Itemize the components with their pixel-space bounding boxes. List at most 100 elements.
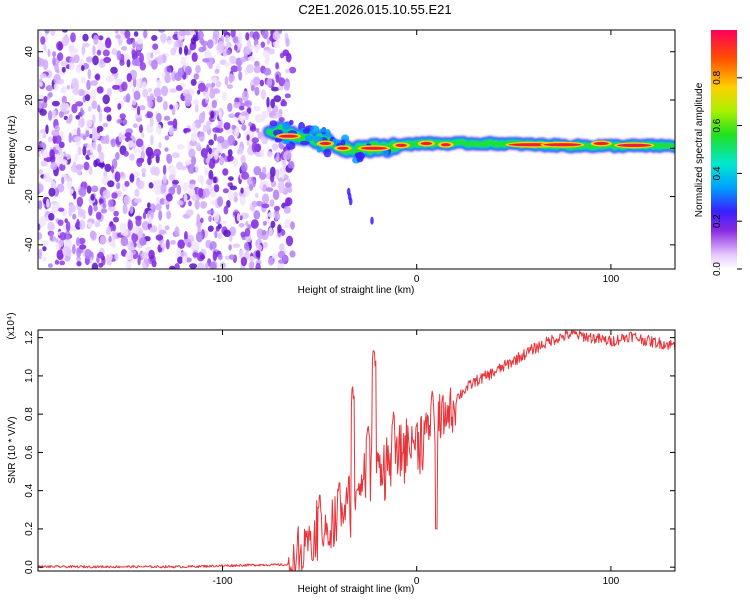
noise-speckle [133, 31, 139, 37]
noise-speckle [190, 78, 197, 86]
noise-speckle [40, 36, 46, 45]
noise-speckle [38, 200, 43, 210]
noise-speckle [150, 166, 157, 176]
noise-speckle [147, 99, 153, 108]
noise-speckle [188, 148, 196, 159]
noise-speckle [100, 208, 108, 214]
noise-speckle [159, 198, 166, 205]
noise-speckle [136, 158, 143, 167]
noise-speckle [41, 150, 49, 159]
noise-speckle [118, 132, 123, 143]
noise-speckle [275, 74, 280, 83]
noise-speckle [150, 134, 154, 146]
noise-speckle [176, 200, 184, 206]
noise-speckle [263, 241, 268, 249]
noise-speckle [253, 65, 261, 74]
noise-speckle [162, 164, 167, 175]
noise-speckle [97, 162, 106, 168]
noise-speckle [205, 157, 210, 164]
noise-speckle [240, 57, 247, 63]
snr-x-label: Height of straight line (km) [298, 584, 415, 595]
noise-speckle [124, 30, 131, 39]
noise-speckle [223, 122, 231, 130]
noise-speckle [56, 249, 64, 261]
noise-speckle [52, 56, 56, 66]
spectrogram-frame [37, 29, 676, 270]
noise-speckle [153, 49, 160, 55]
noise-speckle [177, 67, 185, 77]
noise-speckle [256, 244, 263, 252]
colorbar-tick-label: 0.4 [712, 166, 723, 180]
noise-speckle [289, 250, 296, 258]
noise-speckle [211, 76, 218, 83]
noise-speckle [260, 41, 266, 48]
noise-speckle [85, 130, 90, 138]
noise-speckle [202, 58, 210, 63]
noise-speckle [152, 179, 160, 185]
noise-speckle [266, 151, 273, 158]
band-hot-core [279, 134, 298, 138]
noise-speckle [137, 37, 143, 45]
noise-speckle [66, 117, 72, 124]
noise-speckle [220, 220, 227, 225]
noise-speckle [139, 237, 147, 246]
noise-speckle [68, 204, 77, 213]
band-blob [269, 120, 278, 127]
noise-speckle [267, 211, 275, 218]
noise-speckle [120, 171, 124, 177]
noise-speckle [164, 225, 170, 231]
noise-speckle [119, 113, 126, 120]
noise-speckle [198, 112, 205, 124]
noise-speckle [233, 191, 238, 199]
noise-speckle [191, 126, 199, 132]
noise-speckle [87, 221, 93, 228]
noise-speckle [254, 44, 260, 54]
noise-speckle [197, 30, 204, 41]
noise-speckle [253, 166, 262, 176]
noise-speckle [73, 190, 77, 200]
noise-speckle [136, 117, 143, 122]
noise-speckle [283, 150, 292, 160]
noise-speckle [206, 105, 214, 112]
noise-speckle [135, 138, 144, 148]
noise-speckle [234, 44, 238, 51]
noise-speckle [178, 30, 187, 37]
noise-speckle [237, 65, 242, 72]
noise-speckle [239, 195, 246, 206]
noise-speckle [46, 178, 54, 183]
noise-speckle [278, 77, 286, 87]
noise-speckle [158, 210, 163, 221]
noise-speckle [282, 159, 286, 169]
noise-speckle [181, 165, 187, 171]
noise-speckle [53, 83, 59, 91]
noise-speckle [227, 182, 232, 188]
band-hot-core [420, 141, 433, 146]
noise-speckle [273, 205, 280, 212]
noise-speckle [98, 151, 105, 162]
noise-speckle [61, 176, 65, 185]
noise-speckle [187, 163, 196, 174]
band-blob [281, 138, 291, 145]
noise-speckle [188, 200, 192, 207]
noise-speckle [127, 220, 133, 231]
noise-speckle [222, 30, 228, 35]
noise-speckle [233, 157, 238, 168]
noise-speckle [164, 135, 170, 141]
noise-speckle [108, 252, 113, 261]
colorbar-tick-label: 0.0 [712, 262, 723, 276]
spectrogram-panel: -100 0 100 -40 -20 0 20 40 Height of straight l… [7, 29, 676, 296]
noise-speckle [117, 190, 122, 197]
noise-speckle [50, 161, 58, 171]
noise-speckle [198, 46, 205, 53]
noise-speckle [112, 229, 117, 241]
noise-speckle [267, 48, 275, 55]
noise-speckle [172, 118, 178, 129]
noise-speckle [269, 173, 275, 183]
noise-speckle [80, 76, 86, 84]
band-hot-core [441, 143, 451, 147]
noise-speckle [227, 102, 233, 112]
noise-speckle [82, 213, 86, 220]
noise-speckle [175, 85, 183, 91]
noise-speckle [140, 150, 145, 161]
noise-speckle [265, 187, 274, 192]
